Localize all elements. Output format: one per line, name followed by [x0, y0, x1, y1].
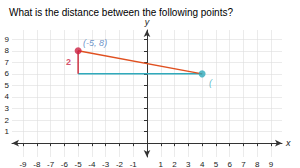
svg-text:3: 3: [5, 104, 10, 113]
svg-text:1: 1: [5, 127, 10, 136]
svg-text:-1: -1: [130, 160, 138, 168]
svg-text:-4: -4: [88, 160, 96, 168]
svg-text:6: 6: [5, 69, 10, 78]
svg-text:2: 2: [66, 57, 71, 67]
svg-text:4: 4: [5, 92, 10, 101]
svg-text:9: 9: [5, 35, 10, 44]
svg-text:3: 3: [186, 160, 191, 168]
svg-text:(-5, 8): (-5, 8): [83, 38, 107, 48]
svg-text:-6: -6: [61, 160, 69, 168]
svg-text:5: 5: [5, 81, 10, 90]
svg-text:-9: -9: [19, 160, 27, 168]
svg-text:5: 5: [214, 160, 219, 168]
svg-text:2: 2: [5, 116, 10, 125]
svg-text:(: (: [209, 78, 213, 88]
svg-text:6: 6: [227, 160, 232, 168]
svg-text:4: 4: [200, 160, 205, 168]
svg-text:7: 7: [241, 160, 246, 168]
svg-text:7: 7: [5, 58, 10, 67]
svg-text:1: 1: [159, 160, 164, 168]
svg-text:-7: -7: [47, 160, 55, 168]
svg-text:What is the distance between t: What is the distance between the followi…: [9, 7, 233, 18]
svg-text:x: x: [285, 138, 291, 148]
svg-text:-3: -3: [102, 160, 110, 168]
svg-text:-8: -8: [33, 160, 41, 168]
svg-text:-2: -2: [116, 160, 124, 168]
svg-text:9: 9: [269, 160, 274, 168]
svg-text:2: 2: [172, 160, 177, 168]
svg-text:8: 8: [5, 46, 10, 55]
svg-text:-5: -5: [75, 160, 83, 168]
svg-text:8: 8: [255, 160, 260, 168]
svg-text:y: y: [144, 17, 150, 27]
